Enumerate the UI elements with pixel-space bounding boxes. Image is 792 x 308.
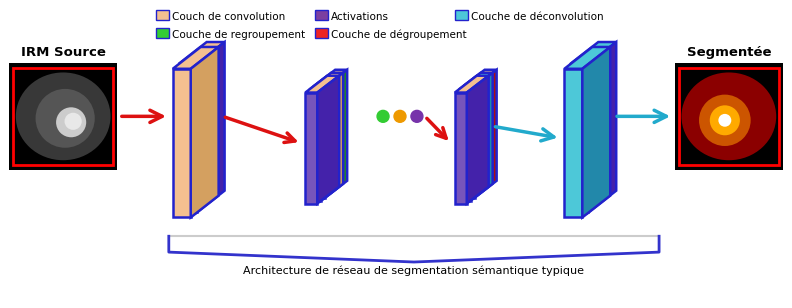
Bar xyxy=(675,63,782,170)
Ellipse shape xyxy=(64,113,82,130)
Polygon shape xyxy=(173,47,219,69)
Ellipse shape xyxy=(699,95,751,146)
Text: Architecture de réseau de segmentation sémantique typique: Architecture de réseau de segmentation s… xyxy=(243,266,584,277)
Bar xyxy=(315,10,328,20)
Polygon shape xyxy=(459,73,493,90)
Polygon shape xyxy=(565,47,611,69)
Polygon shape xyxy=(570,42,616,64)
Bar xyxy=(10,63,117,170)
Text: IRM Source: IRM Source xyxy=(21,46,105,59)
Ellipse shape xyxy=(710,105,740,135)
Text: Couche de regroupement: Couche de regroupement xyxy=(172,30,305,40)
Text: Activations: Activations xyxy=(331,12,389,22)
Polygon shape xyxy=(306,76,339,93)
Circle shape xyxy=(394,110,406,122)
Polygon shape xyxy=(314,70,347,87)
Polygon shape xyxy=(474,70,497,198)
Polygon shape xyxy=(179,42,225,64)
Polygon shape xyxy=(310,90,322,201)
Polygon shape xyxy=(326,70,347,198)
Polygon shape xyxy=(470,73,493,201)
Polygon shape xyxy=(173,69,191,217)
Circle shape xyxy=(377,110,389,122)
Polygon shape xyxy=(196,42,225,213)
Ellipse shape xyxy=(718,114,731,127)
Text: Segmentée: Segmentée xyxy=(687,46,771,59)
Polygon shape xyxy=(588,42,616,213)
Bar xyxy=(156,28,169,38)
Polygon shape xyxy=(306,93,318,204)
Polygon shape xyxy=(191,47,219,217)
Polygon shape xyxy=(322,73,343,201)
Polygon shape xyxy=(463,87,474,198)
Text: Couch de convolution: Couch de convolution xyxy=(172,12,285,22)
Polygon shape xyxy=(463,70,497,87)
Ellipse shape xyxy=(681,72,776,160)
Bar xyxy=(156,10,169,20)
Polygon shape xyxy=(310,73,343,90)
Circle shape xyxy=(411,110,423,122)
Polygon shape xyxy=(179,64,196,213)
Text: Couche de déconvolution: Couche de déconvolution xyxy=(470,12,604,22)
Polygon shape xyxy=(570,64,588,213)
Polygon shape xyxy=(318,76,339,204)
Text: Couche de dégroupement: Couche de dégroupement xyxy=(331,30,466,40)
Bar xyxy=(315,28,328,38)
Bar xyxy=(455,10,468,20)
Polygon shape xyxy=(314,87,326,198)
Bar xyxy=(679,68,779,165)
Polygon shape xyxy=(455,93,466,204)
Ellipse shape xyxy=(56,107,86,137)
Ellipse shape xyxy=(16,72,111,160)
Bar xyxy=(13,68,113,165)
Ellipse shape xyxy=(36,89,95,148)
Polygon shape xyxy=(455,76,489,93)
Polygon shape xyxy=(582,47,611,217)
Polygon shape xyxy=(565,69,582,217)
Polygon shape xyxy=(459,90,470,201)
Polygon shape xyxy=(466,76,489,204)
